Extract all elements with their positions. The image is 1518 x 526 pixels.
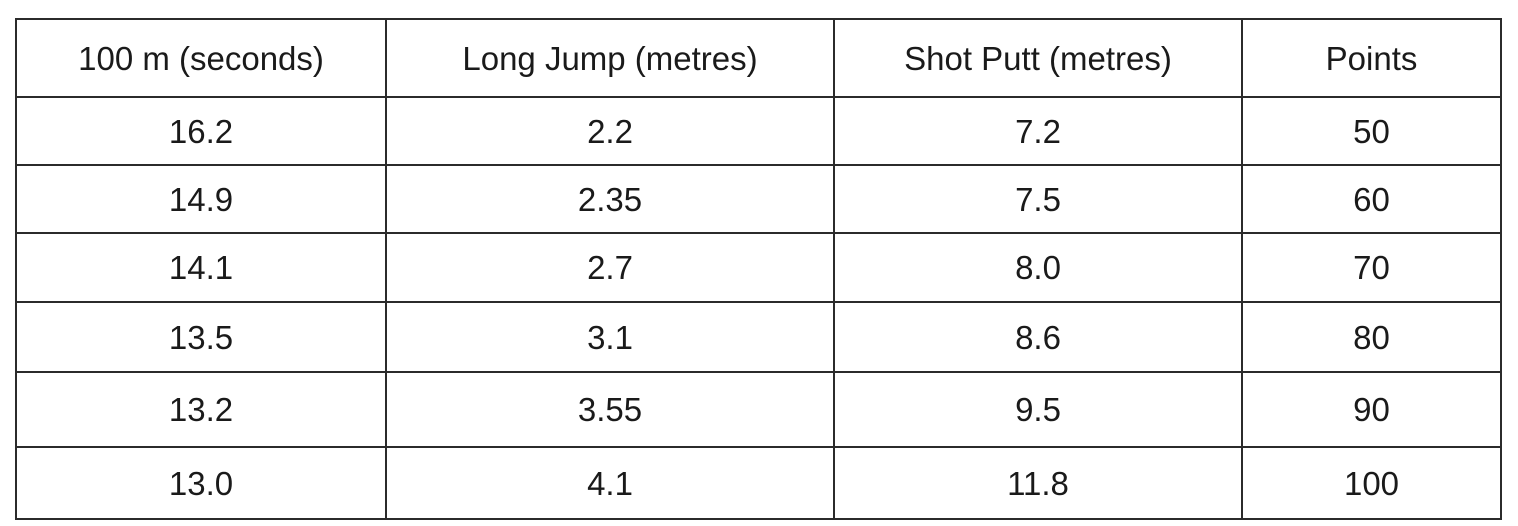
cell-100m: 16.2 xyxy=(15,96,387,166)
cell-shot-putt: 7.5 xyxy=(833,164,1243,234)
cell-shot-putt: 8.6 xyxy=(833,301,1243,373)
scoring-table: 100 m (seconds) Long Jump (metres) Shot … xyxy=(15,18,1502,520)
cell-long-jump: 4.1 xyxy=(385,446,835,520)
cell-points: 80 xyxy=(1241,301,1502,373)
cell-long-jump: 2.35 xyxy=(385,164,835,234)
cell-100m: 14.1 xyxy=(15,232,387,303)
cell-points: 100 xyxy=(1241,446,1502,520)
table-row: 16.2 2.2 7.2 50 xyxy=(15,96,1502,166)
cell-points: 70 xyxy=(1241,232,1502,303)
cell-shot-putt: 11.8 xyxy=(833,446,1243,520)
table-row: 13.2 3.55 9.5 90 xyxy=(15,371,1502,448)
cell-shot-putt: 8.0 xyxy=(833,232,1243,303)
header-shot-putt: Shot Putt (metres) xyxy=(833,18,1243,98)
table-row: 14.1 2.7 8.0 70 xyxy=(15,232,1502,303)
cell-points: 60 xyxy=(1241,164,1502,234)
header-100m: 100 m (seconds) xyxy=(15,18,387,98)
header-long-jump: Long Jump (metres) xyxy=(385,18,835,98)
table-row: 13.5 3.1 8.6 80 xyxy=(15,301,1502,373)
table-row: 14.9 2.35 7.5 60 xyxy=(15,164,1502,234)
cell-shot-putt: 7.2 xyxy=(833,96,1243,166)
header-points: Points xyxy=(1241,18,1502,98)
cell-long-jump: 3.1 xyxy=(385,301,835,373)
cell-long-jump: 2.2 xyxy=(385,96,835,166)
cell-long-jump: 3.55 xyxy=(385,371,835,448)
scoring-table-container: 100 m (seconds) Long Jump (metres) Shot … xyxy=(15,18,1502,520)
cell-100m: 13.5 xyxy=(15,301,387,373)
cell-100m: 14.9 xyxy=(15,164,387,234)
cell-points: 50 xyxy=(1241,96,1502,166)
cell-shot-putt: 9.5 xyxy=(833,371,1243,448)
cell-long-jump: 2.7 xyxy=(385,232,835,303)
table-row: 13.0 4.1 11.8 100 xyxy=(15,446,1502,520)
cell-100m: 13.2 xyxy=(15,371,387,448)
table-header-row: 100 m (seconds) Long Jump (metres) Shot … xyxy=(15,18,1502,98)
cell-points: 90 xyxy=(1241,371,1502,448)
cell-100m: 13.0 xyxy=(15,446,387,520)
